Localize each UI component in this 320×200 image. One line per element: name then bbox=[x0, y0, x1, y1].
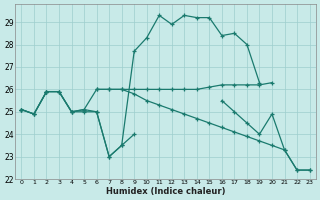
X-axis label: Humidex (Indice chaleur): Humidex (Indice chaleur) bbox=[106, 187, 225, 196]
